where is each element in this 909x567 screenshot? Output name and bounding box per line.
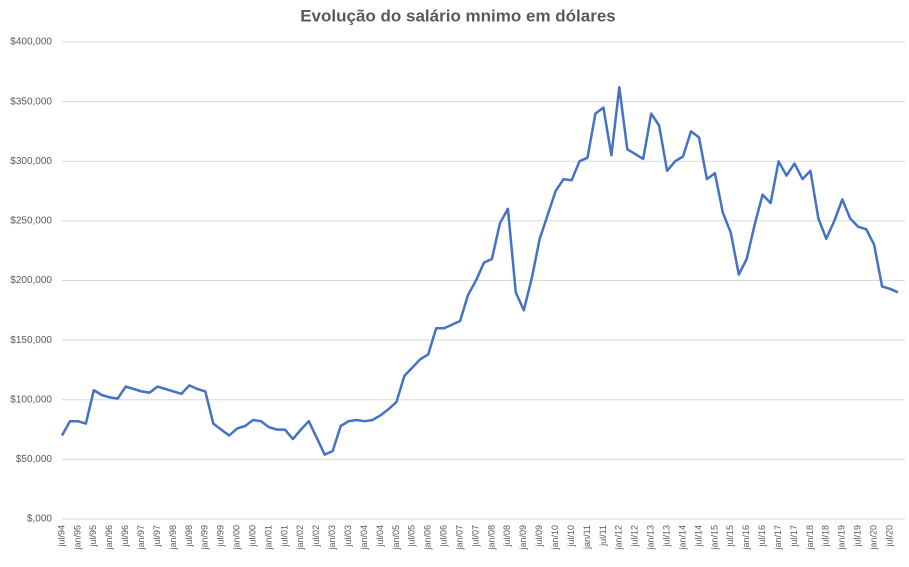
x-tick-label: jul/12 (630, 525, 640, 548)
x-tick-label: jan/14 (677, 525, 687, 551)
y-tick-label: $200,000 (10, 275, 52, 286)
x-tick-label: jan/13 (646, 525, 656, 551)
x-tick-label: jan/09 (518, 525, 528, 551)
x-tick-label: jul/01 (279, 525, 289, 548)
x-tick-label: jul/09 (534, 525, 544, 548)
x-tick-label: jan/17 (773, 525, 783, 551)
x-tick-label: jul/15 (725, 525, 735, 548)
x-tick-label: jul/08 (502, 525, 512, 548)
x-tick-label: jan/20 (868, 525, 878, 551)
x-tick-label: jan/02 (295, 525, 305, 551)
x-tick-label: jul/98 (184, 525, 194, 548)
x-tick-label: jan/99 (200, 525, 210, 551)
y-tick-label: $150,000 (10, 335, 52, 346)
x-tick-label: jul/20 (884, 525, 894, 548)
x-tick-label: jul/94 (56, 525, 66, 548)
x-tick-label: jan/05 (391, 525, 401, 551)
x-tick-label: jul/95 (88, 525, 98, 548)
x-tick-label: jan/04 (359, 525, 369, 551)
x-tick-label: jul/16 (757, 525, 767, 548)
data-line (60, 86, 899, 456)
x-tick-label: jul/19 (853, 525, 863, 548)
x-tick-label: jan/15 (709, 525, 719, 551)
x-tick-label: jul/13 (661, 525, 671, 548)
x-tick-label: jan/12 (614, 525, 624, 551)
y-tick-label: $400,000 (10, 37, 52, 48)
x-tick-label: jan/03 (327, 525, 337, 551)
x-tick-label: jul/03 (343, 525, 353, 548)
x-tick-label: jul/11 (598, 525, 608, 547)
x-tick-label: jul/18 (821, 525, 831, 548)
x-tick-label: jan/16 (741, 525, 751, 551)
x-tick-label: jan/10 (550, 525, 560, 551)
x-tick-label: jul/06 (439, 525, 449, 548)
x-tick-label: jan/11 (582, 525, 592, 550)
x-tick-label: jul/17 (789, 525, 799, 548)
x-tick-label: jul/99 (216, 525, 226, 548)
x-tick-label: jul/05 (407, 525, 417, 548)
x-tick-label: jan/18 (805, 525, 815, 551)
x-tick-label: jan/08 (486, 525, 496, 551)
x-tick-label: jul/04 (375, 525, 385, 548)
y-tick-label: $100,000 (10, 394, 52, 405)
x-tick-label: jan/07 (454, 525, 464, 551)
x-tick-label: jul/14 (693, 525, 703, 548)
x-tick-label: jan/95 (72, 525, 82, 551)
y-tick-label: $300,000 (10, 156, 52, 167)
x-tick-label: jan/00 (232, 525, 242, 551)
y-tick-label: $350,000 (10, 96, 52, 107)
x-tick-label: jan/98 (168, 525, 178, 551)
x-tick-label: jul/00 (247, 525, 257, 548)
x-tick-label: jul/10 (566, 525, 576, 548)
x-tick-label: jul/97 (152, 525, 162, 548)
chart-title: Evolução do salário mnimo em dólares (300, 6, 616, 25)
x-tick-label: jan/19 (837, 525, 847, 551)
y-tick-label: $50,000 (16, 454, 53, 465)
x-tick-label: jan/97 (136, 525, 146, 551)
x-tick-label: jul/96 (120, 525, 130, 548)
x-tick-label: jan/01 (263, 525, 273, 551)
y-tick-label: $250,000 (10, 216, 52, 227)
x-tick-label: jan/96 (104, 525, 114, 551)
x-tick-label: jan/06 (423, 525, 433, 551)
x-tick-label: jul/02 (311, 525, 321, 548)
x-tick-label: jul/07 (470, 525, 480, 548)
y-tick-label: $,000 (27, 514, 52, 525)
